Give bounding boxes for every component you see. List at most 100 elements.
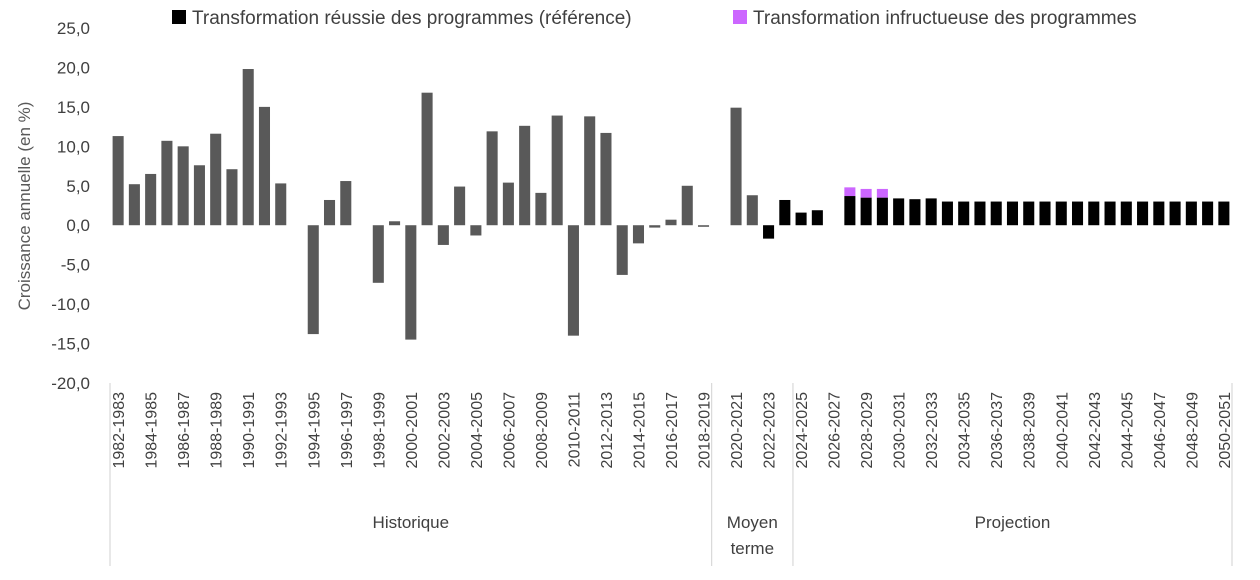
y-axis-title: Croissance annuelle (en %) <box>15 102 34 311</box>
category-dividers <box>109 383 1233 566</box>
bar-reference <box>909 199 921 226</box>
x-tick-label: 1986-1987 <box>176 392 193 469</box>
bar-infructueuse <box>876 188 888 198</box>
bar-reference <box>763 225 775 239</box>
bar-historique <box>486 131 498 226</box>
bar-historique <box>405 225 417 340</box>
y-tick-label: 25,0 <box>57 19 90 38</box>
bar-historique <box>437 225 449 245</box>
x-tick-label: 2008-2009 <box>534 392 551 469</box>
y-tick-label: 20,0 <box>57 58 90 77</box>
y-tick-label: -20,0 <box>51 374 90 393</box>
bar-reference <box>1104 201 1116 226</box>
bar-infructueuse <box>844 187 856 197</box>
bar-historique <box>584 116 596 226</box>
bar-historique <box>681 185 693 226</box>
bar-reference <box>1218 201 1230 226</box>
bar-historique <box>112 136 124 226</box>
bar-historique <box>193 165 205 226</box>
y-tick-label: -15,0 <box>51 335 90 354</box>
group-label: Historique <box>373 513 450 532</box>
x-tick-label: 2024-2025 <box>794 392 811 469</box>
y-tick-label: 0,0 <box>66 216 90 235</box>
bars <box>112 69 1230 340</box>
bar-historique <box>535 192 547 226</box>
x-tick-label: 2018-2019 <box>697 392 714 469</box>
x-tick-label: 1998-1999 <box>371 392 388 469</box>
x-tick-label: 2038-2039 <box>1022 392 1039 469</box>
x-axis-ticks: 1982-1983 1984-1985 1986-1987 1988-1989 1990… <box>111 392 1234 469</box>
bar-historique <box>567 225 579 336</box>
y-tick-label: -5,0 <box>61 256 90 275</box>
x-tick-label: 2050-2051 <box>1217 392 1234 469</box>
bar-historique <box>340 181 352 226</box>
x-tick-label: 1996-1997 <box>339 392 356 469</box>
bar-historique <box>372 225 384 283</box>
x-tick-label: 2044-2045 <box>1119 392 1136 469</box>
y-tick-label: 15,0 <box>57 98 90 117</box>
x-tick-label: 2000-2001 <box>404 392 421 469</box>
x-tick-label: 2022-2023 <box>762 392 779 469</box>
x-tick-label: 2010-2011 <box>566 392 583 467</box>
bar-historique <box>632 225 645 244</box>
bar-reference <box>795 212 807 226</box>
y-axis-ticks: 25,0 20,0 15,0 10,0 5,0 0,0 -5,0 -10,0 -15,0 -20,… <box>51 19 90 393</box>
bar-historique <box>242 69 254 226</box>
bar-reference <box>1137 201 1149 226</box>
x-tick-label: 2026-2027 <box>827 392 844 469</box>
x-tick-label: 2020-2021 <box>729 392 746 469</box>
bar-reference <box>941 201 953 226</box>
bar-historique <box>470 225 482 236</box>
bar-reference <box>1120 201 1132 226</box>
x-tick-label: 2006-2007 <box>501 392 518 469</box>
legend-swatch-reference <box>172 10 186 24</box>
x-tick-label: 2012-2013 <box>599 392 616 469</box>
bar-historique <box>519 125 531 226</box>
y-tick-label: 10,0 <box>57 137 90 156</box>
bar-historique <box>161 140 173 226</box>
x-tick-label: 2014-2015 <box>631 392 648 469</box>
x-tick-label: 2042-2043 <box>1087 392 1104 469</box>
group-label: Projection <box>975 513 1051 532</box>
bar-reference <box>811 210 823 226</box>
bar-historique <box>551 115 563 226</box>
x-tick-label: 2036-2037 <box>989 392 1006 469</box>
group-label: Moyen <box>727 513 778 532</box>
bar-reference <box>1185 201 1197 226</box>
bar-historique <box>600 132 612 226</box>
legend-label-failed: Transformation infructueuse des programm… <box>753 8 1137 29</box>
legend-swatch-failed <box>733 10 747 24</box>
x-tick-label: 1988-1989 <box>209 392 226 469</box>
bar-reference <box>1088 201 1100 226</box>
x-tick-label: 2040-2041 <box>1054 392 1071 469</box>
bar-reference <box>1169 201 1181 226</box>
bar-infructueuse <box>860 188 872 198</box>
x-tick-label: 2004-2005 <box>469 392 486 469</box>
x-tick-label: 2034-2035 <box>957 392 974 469</box>
bar-historique <box>697 225 710 227</box>
bar-historique <box>502 182 514 226</box>
bar-reference <box>1202 201 1214 226</box>
bar-reference <box>1153 201 1165 226</box>
bar-reference <box>1071 201 1084 226</box>
bar-reference <box>1023 201 1035 226</box>
bar-historique <box>210 133 222 226</box>
x-tick-label: 2032-2033 <box>924 392 941 469</box>
x-tick-label: 1994-1995 <box>306 392 323 469</box>
bar-historique <box>389 221 401 226</box>
bar-reference <box>893 198 905 226</box>
bar-historique <box>275 183 287 226</box>
bar-historique <box>226 169 238 226</box>
bar-historique <box>454 186 466 226</box>
bar-historique <box>616 225 628 275</box>
bar-historique <box>665 219 677 226</box>
chart-legend: Transformation réussie des programmes (r… <box>172 8 1137 29</box>
x-tick-label: 2016-2017 <box>664 392 681 469</box>
bar-historique <box>421 92 433 226</box>
bar-historique <box>307 225 319 335</box>
bar-reference <box>876 197 888 226</box>
x-tick-label: 1990-1991 <box>241 392 258 469</box>
bar-reference <box>990 201 1002 226</box>
x-tick-label: 2030-2031 <box>892 392 909 469</box>
